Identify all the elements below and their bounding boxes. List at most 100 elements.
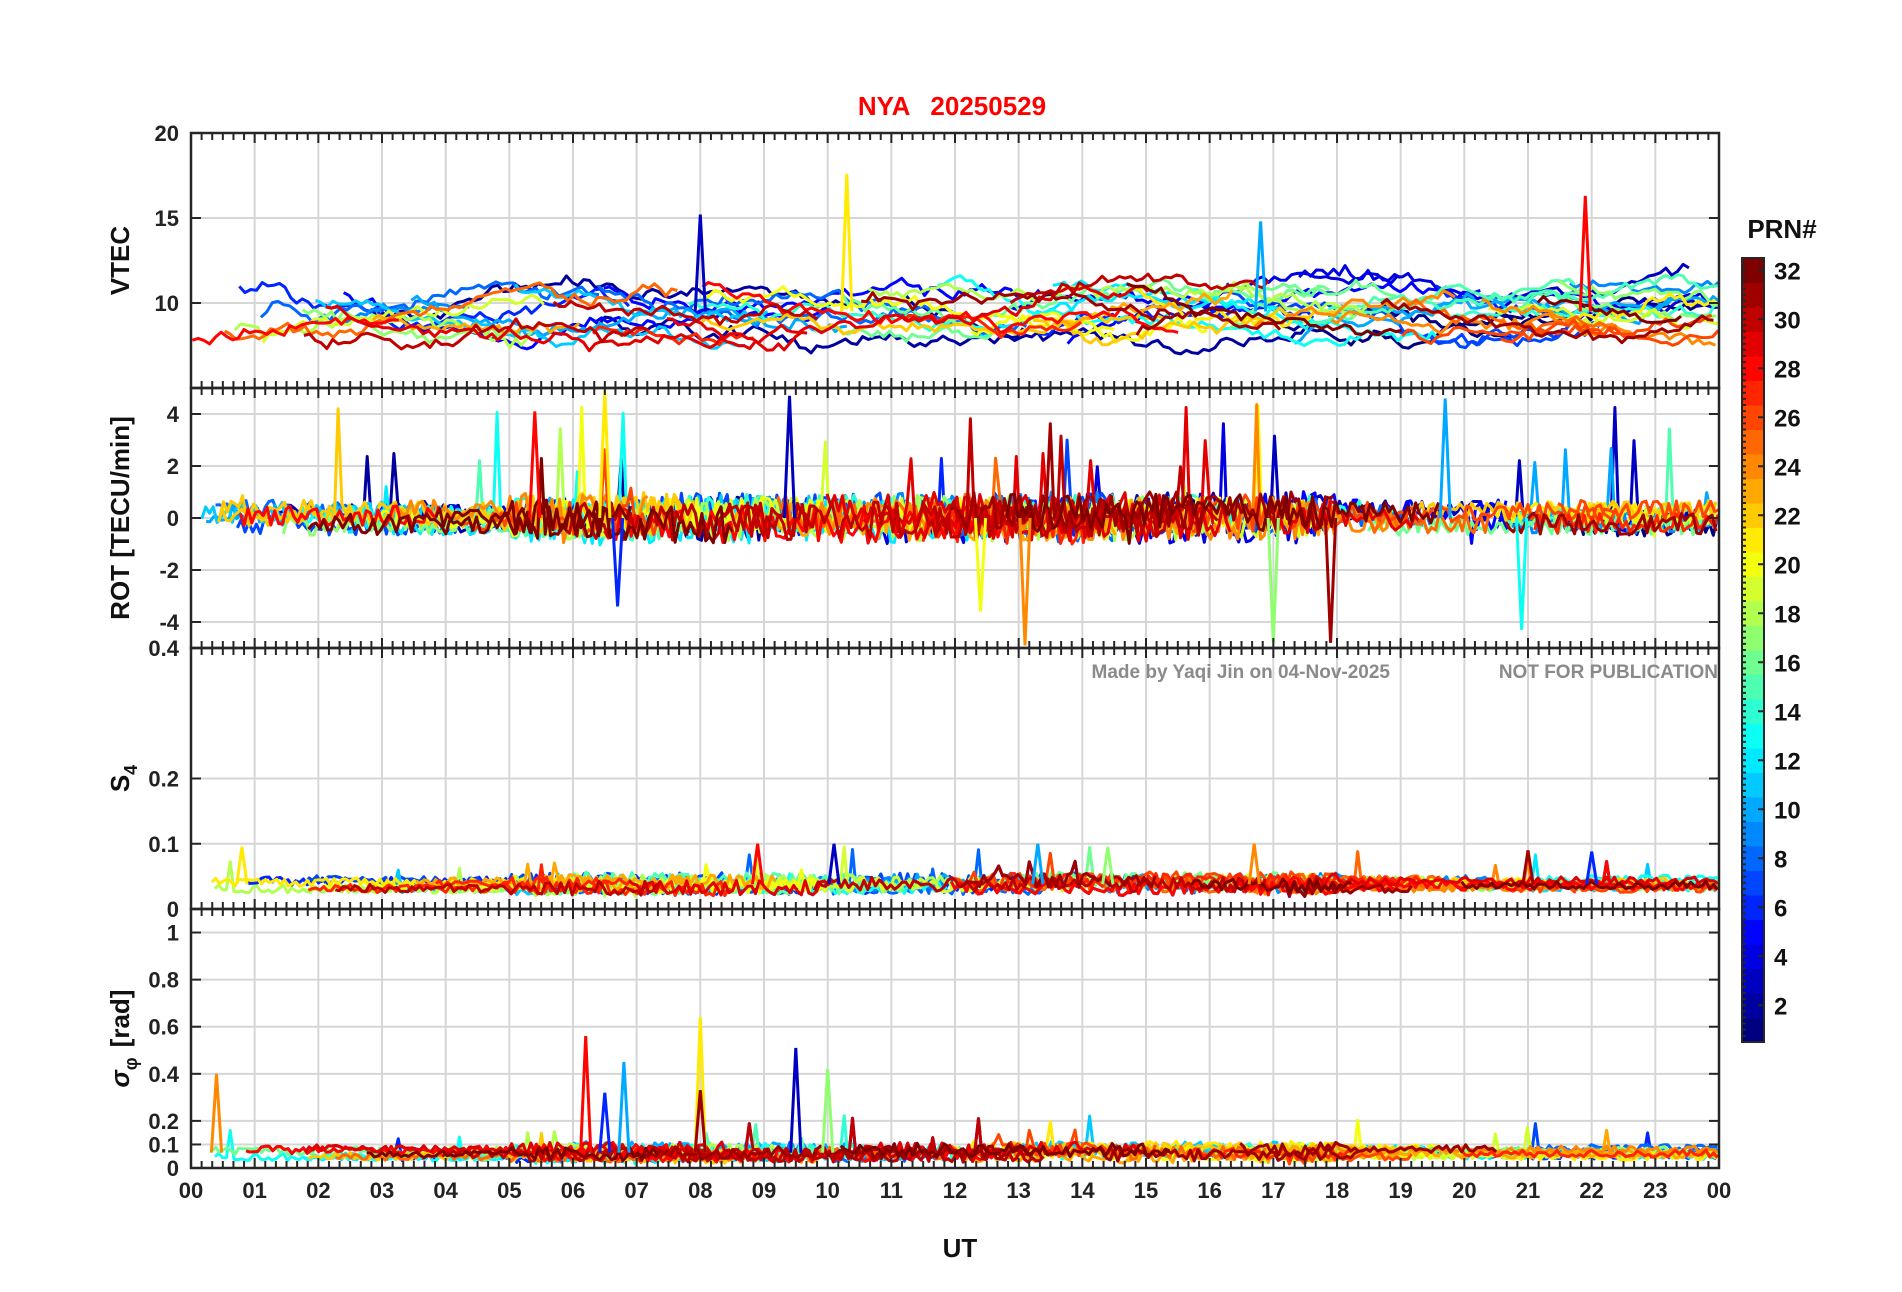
series-line bbox=[1504, 512, 1718, 536]
colorbar-segment bbox=[1742, 821, 1764, 847]
y-label-main: σ bbox=[105, 1068, 135, 1087]
series-line bbox=[366, 1146, 659, 1163]
colorbar-segment bbox=[1742, 919, 1764, 945]
y-label-sub: φ bbox=[121, 1057, 141, 1070]
series-spike bbox=[693, 1017, 707, 1153]
colorbar-tick-label: 18 bbox=[1774, 601, 1801, 628]
series-spike bbox=[821, 1069, 835, 1153]
y-tick-label: 0.6 bbox=[148, 1015, 179, 1040]
x-tick-label: 12 bbox=[943, 1178, 967, 1203]
colorbar-tick-label: 26 bbox=[1774, 405, 1801, 432]
y-axis-label: VTEC bbox=[105, 226, 135, 296]
x-tick-label: 01 bbox=[242, 1178, 266, 1203]
series-spike bbox=[973, 517, 988, 612]
series-line bbox=[1280, 1150, 1413, 1166]
colorbar-tick-label: 20 bbox=[1774, 552, 1801, 579]
series-line bbox=[1358, 510, 1491, 535]
series-line bbox=[1009, 272, 1270, 305]
panel-sigphi: 00.10.2 0.4 0.6 0.8 1 σφ [rad] bbox=[105, 907, 1721, 1181]
series-spike bbox=[1018, 517, 1032, 646]
series-group bbox=[200, 390, 1719, 646]
colorbar-tick-label: 28 bbox=[1774, 356, 1801, 383]
series-line bbox=[937, 274, 1363, 347]
series-line bbox=[415, 873, 777, 891]
y-tick-label: 0.1 bbox=[148, 832, 179, 857]
series-line bbox=[303, 317, 649, 351]
colorbar-segment bbox=[1742, 552, 1764, 577]
colorbar-segment bbox=[1742, 405, 1764, 430]
series-line bbox=[1380, 298, 1714, 345]
series-line bbox=[1460, 1148, 1719, 1159]
watermark-author: Made by Yaqi Jin on 04-Nov-2025 bbox=[1092, 662, 1391, 683]
x-tick-label: 16 bbox=[1197, 1178, 1221, 1203]
chart-title: NYA 20250529 bbox=[858, 91, 1046, 121]
series-spike bbox=[611, 517, 625, 607]
series-line bbox=[1498, 273, 1718, 314]
series-line bbox=[1132, 284, 1313, 328]
series-line bbox=[307, 457, 734, 545]
series-spike bbox=[1578, 195, 1592, 312]
series-line bbox=[1481, 298, 1614, 337]
y-axis-label: ROT [TECU/min] bbox=[105, 416, 135, 620]
colorbar-segment bbox=[1742, 699, 1764, 724]
series-spike bbox=[598, 1092, 612, 1153]
series-line bbox=[1268, 500, 1420, 535]
colorbar-segment bbox=[1742, 282, 1764, 308]
series-group bbox=[191, 173, 1719, 356]
x-tick-label: 13 bbox=[1006, 1178, 1030, 1203]
series-line bbox=[191, 316, 399, 346]
colorbar-tick-label: 30 bbox=[1774, 307, 1801, 334]
y-tick-label: -4 bbox=[159, 610, 179, 635]
x-tick-label: 19 bbox=[1388, 1178, 1412, 1203]
colorbar-segment bbox=[1742, 331, 1764, 357]
y-label-sub: 4 bbox=[121, 765, 141, 775]
y-tick-label: 10 bbox=[155, 291, 179, 316]
series-line bbox=[839, 1141, 1171, 1159]
panel-rot: -4 -2 0 2 4 ROT [TECU/min] bbox=[105, 386, 1721, 650]
series-line bbox=[1536, 295, 1682, 324]
colorbar-tick-label: 8 bbox=[1774, 846, 1787, 873]
x-tick-label: 18 bbox=[1325, 1178, 1349, 1203]
y-axis-label: σφ [rad] bbox=[105, 990, 141, 1088]
y-tick-label: 1 bbox=[167, 921, 179, 946]
series-line bbox=[1126, 282, 1403, 337]
x-tick-label: 11 bbox=[880, 1178, 903, 1203]
colorbar-segment bbox=[1742, 307, 1764, 332]
series-line bbox=[1557, 279, 1719, 307]
series-line bbox=[1280, 881, 1413, 898]
colorbar-tick-label: 12 bbox=[1774, 748, 1801, 775]
x-tick-label: 03 bbox=[370, 1178, 394, 1203]
series-line bbox=[1005, 492, 1440, 545]
y-tick-label: 2 bbox=[167, 454, 179, 479]
series-group bbox=[209, 1017, 1719, 1166]
x-tick-label: 07 bbox=[624, 1178, 648, 1203]
series-line bbox=[1253, 289, 1456, 329]
colorbar-segment bbox=[1742, 258, 1764, 283]
title-station: NYA bbox=[858, 91, 911, 121]
colorbar-tick-label: 14 bbox=[1774, 699, 1801, 726]
series-spike bbox=[693, 214, 707, 312]
colorbar-segment bbox=[1742, 968, 1764, 994]
colorbar-segment bbox=[1742, 576, 1764, 602]
colorbar-segment bbox=[1742, 895, 1764, 920]
series-spike bbox=[1324, 517, 1338, 643]
colorbar-segment bbox=[1742, 429, 1764, 455]
series-line bbox=[1010, 271, 1402, 311]
title-date: 20250529 bbox=[930, 91, 1046, 121]
series-line bbox=[627, 1144, 1044, 1161]
series-spike bbox=[827, 843, 841, 885]
colorbar-tick-label: 22 bbox=[1774, 503, 1801, 530]
colorbar-tick-label: 16 bbox=[1774, 650, 1801, 677]
x-tick-label: 21 bbox=[1516, 1178, 1540, 1203]
colorbar-tick-label: 4 bbox=[1774, 944, 1788, 971]
colorbar-tick-label: 6 bbox=[1774, 895, 1787, 922]
series-spike bbox=[1521, 850, 1535, 885]
x-axis-label: UT bbox=[943, 1233, 978, 1263]
y-tick-label: 0.2 bbox=[148, 767, 179, 792]
colorbar-tick-label: 24 bbox=[1774, 454, 1801, 481]
series-line bbox=[335, 879, 662, 897]
series-spike bbox=[1031, 843, 1045, 885]
colorbar-segment bbox=[1742, 748, 1764, 773]
series-spike bbox=[1438, 398, 1452, 519]
